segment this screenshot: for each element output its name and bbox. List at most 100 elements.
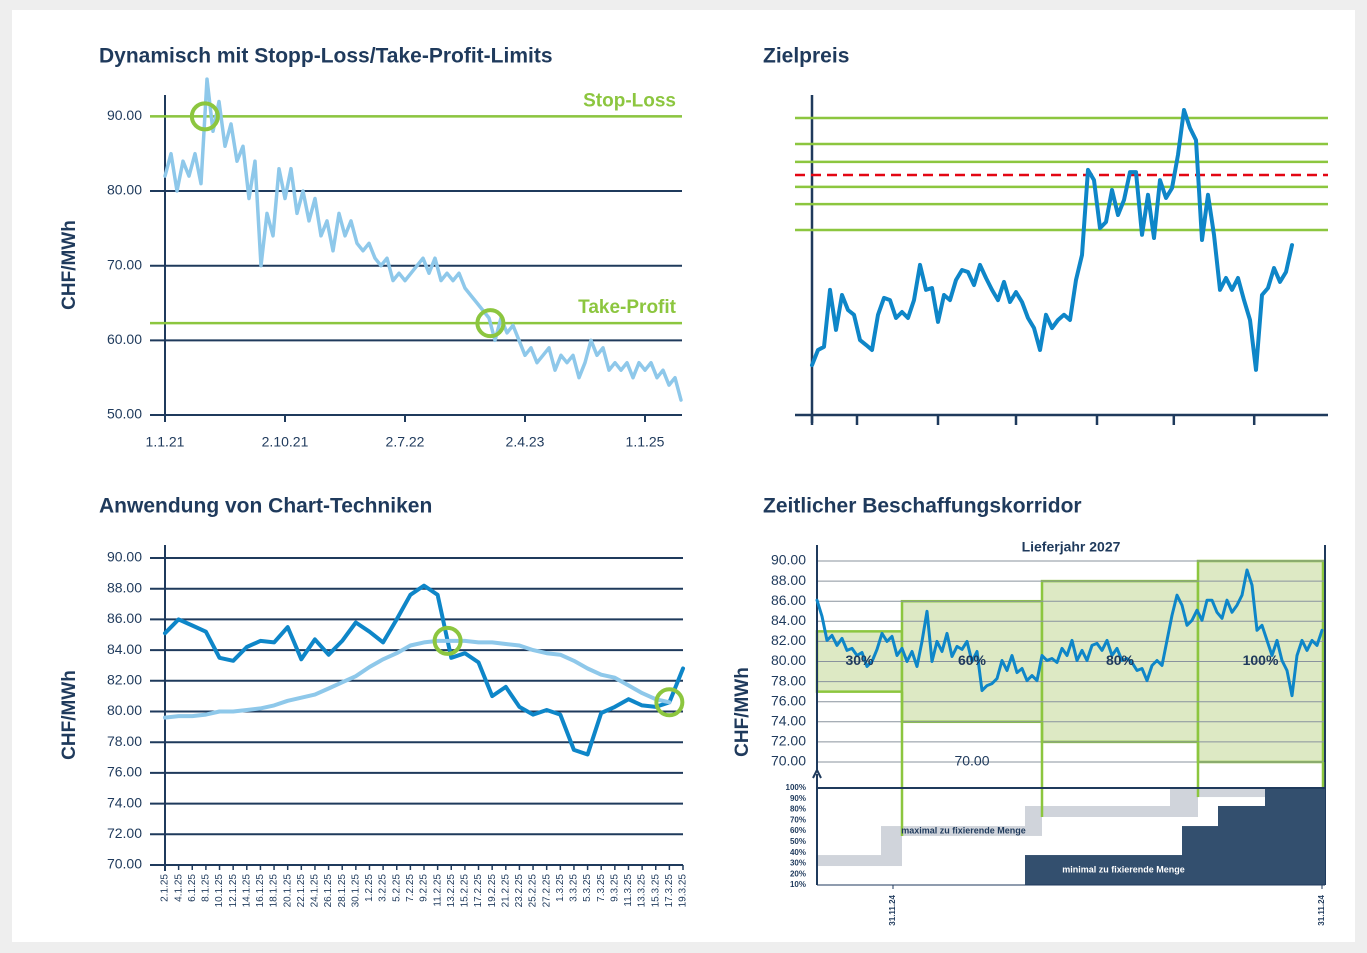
y-tick-label: 90.00 xyxy=(107,549,142,565)
chart-title: Dynamisch mit Stopp-Loss/Take-Profit-Lim… xyxy=(99,45,553,68)
x-tick-label: 12.1.25 xyxy=(228,874,239,908)
note-label: 70.00 xyxy=(954,753,989,769)
quantity-tick-label: 70% xyxy=(790,815,806,824)
x-tick-label: 5.3.25 xyxy=(582,874,593,902)
quantity-tick-label: 100% xyxy=(786,783,806,792)
max-quantity-block xyxy=(1042,805,1170,817)
y-tick-label: 84.00 xyxy=(771,612,806,628)
x-tick-label: 26.1.25 xyxy=(323,874,334,908)
max-quantity-block xyxy=(902,826,1025,836)
x-tick-label: 19.3.25 xyxy=(678,874,689,908)
series-line xyxy=(163,77,683,402)
min-quantity-block xyxy=(1265,788,1325,885)
x-tick-label: 11.3.25 xyxy=(623,874,634,907)
x-tick-label: 2.4.23 xyxy=(506,434,545,450)
x-tick-label: 14.1.25 xyxy=(241,874,252,908)
series-line xyxy=(810,108,1294,372)
y-tick-label: 72.00 xyxy=(771,733,806,749)
quantity-tick-label: 80% xyxy=(790,805,806,814)
y-tick-label: 82.00 xyxy=(107,672,142,688)
chart-subtitle: Lieferjahr 2027 xyxy=(1022,539,1121,555)
limit-label: Take-Profit xyxy=(578,297,677,318)
x-tick-label: 9.3.25 xyxy=(609,874,620,902)
y-axis-label: CHF/MWh xyxy=(59,220,80,310)
x-tick-label: 16.1.25 xyxy=(255,874,266,908)
x-tick-label: 23.2.25 xyxy=(514,874,525,908)
max-quantity-block xyxy=(817,855,881,867)
x-tick-label: 13.3.25 xyxy=(637,874,648,908)
x-tick-label: 1.3.25 xyxy=(555,874,566,902)
x-tick-label: 28.1.25 xyxy=(337,874,348,908)
signal-marker xyxy=(475,308,506,339)
x-tick-label: 3.3.25 xyxy=(569,874,580,902)
chart-title: Zielpreis xyxy=(763,45,849,68)
x-tick-label: 15.3.25 xyxy=(650,874,661,908)
signal-marker xyxy=(654,687,685,718)
panel xyxy=(12,10,1355,942)
x-tick-label: 21.2.25 xyxy=(500,874,511,908)
x-tick-label: 17.2.25 xyxy=(473,874,484,908)
x-tick-label: 10.1.25 xyxy=(214,874,225,908)
y-tick-label: 60.00 xyxy=(107,331,142,347)
y-tick-label: 72.00 xyxy=(107,825,142,841)
signal-marker xyxy=(432,625,463,656)
y-tick-label: 90.00 xyxy=(107,107,142,123)
x-tick-label: 18.1.25 xyxy=(269,874,280,908)
x-tick-label: 22.1.25 xyxy=(296,874,307,908)
quantity-tick-label: 50% xyxy=(790,837,806,846)
series-line xyxy=(163,638,672,720)
x-tick-label: 2.10.21 xyxy=(262,434,309,450)
min-quantity-block xyxy=(1218,805,1265,885)
y-tick-label: 86.00 xyxy=(107,610,142,626)
y-tick-label: 78.00 xyxy=(771,672,806,688)
y-tick-label: 70.00 xyxy=(107,256,142,272)
x-tick-label: 3.2.25 xyxy=(378,874,389,902)
quantity-x-label: 31.11.24 xyxy=(1317,894,1326,925)
max-quantity-block xyxy=(1025,805,1042,836)
y-tick-label: 80.00 xyxy=(107,182,142,198)
x-tick-label: 24.1.25 xyxy=(310,874,321,908)
x-tick-label: 30.1.25 xyxy=(350,874,361,908)
y-tick-label: 78.00 xyxy=(107,733,142,749)
series-line xyxy=(163,583,685,757)
quantity-x-label: 31.11.24 xyxy=(888,894,897,925)
y-tick-label: 74.00 xyxy=(107,794,142,810)
y-tick-label: 82.00 xyxy=(771,632,806,648)
min-quantity-block xyxy=(1025,855,1182,885)
x-tick-label: 20.1.25 xyxy=(282,874,293,908)
y-tick-label: 70.00 xyxy=(107,856,142,872)
signal-marker xyxy=(189,101,220,132)
x-tick-label: 6.1.25 xyxy=(187,874,198,902)
max-quantity-label: maximal zu fixierende Menge xyxy=(901,825,1026,835)
x-tick-label: 9.2.25 xyxy=(419,874,430,902)
y-tick-label: 88.00 xyxy=(771,572,806,588)
y-axis-label: CHF/MWh xyxy=(732,667,753,757)
y-tick-label: 80.00 xyxy=(771,652,806,668)
y-tick-label: 90.00 xyxy=(771,552,806,568)
y-tick-label: 76.00 xyxy=(771,692,806,708)
x-tick-label: 25.2.25 xyxy=(528,874,539,908)
y-tick-label: 74.00 xyxy=(771,713,806,729)
y-tick-label: 50.00 xyxy=(107,406,142,422)
box-label: 80% xyxy=(1106,652,1135,668)
y-tick-label: 84.00 xyxy=(107,641,142,657)
y-tick-label: 76.00 xyxy=(107,764,142,780)
quantity-tick-label: 20% xyxy=(790,869,806,878)
y-tick-label: 86.00 xyxy=(771,592,806,608)
min-quantity-block xyxy=(1182,826,1218,885)
quantity-tick-label: 30% xyxy=(790,859,806,868)
limit-label: Stop-Loss xyxy=(583,90,676,111)
y-tick-label: 70.00 xyxy=(771,753,806,769)
x-tick-label: 1.1.21 xyxy=(146,434,185,450)
box-label: 30% xyxy=(845,652,874,668)
min-quantity-label: minimal zu fixierende Menge xyxy=(1062,864,1185,874)
x-tick-label: 8.1.25 xyxy=(201,874,212,902)
x-tick-label: 15.2.25 xyxy=(460,874,471,908)
x-tick-label: 17.3.25 xyxy=(664,874,675,908)
quantity-tick-label: 90% xyxy=(790,794,806,803)
x-tick-label: 7.2.25 xyxy=(405,874,416,902)
x-tick-label: 7.3.25 xyxy=(596,874,607,902)
x-tick-label: 1.2.25 xyxy=(364,874,375,902)
x-tick-label: 19.2.25 xyxy=(487,874,498,908)
